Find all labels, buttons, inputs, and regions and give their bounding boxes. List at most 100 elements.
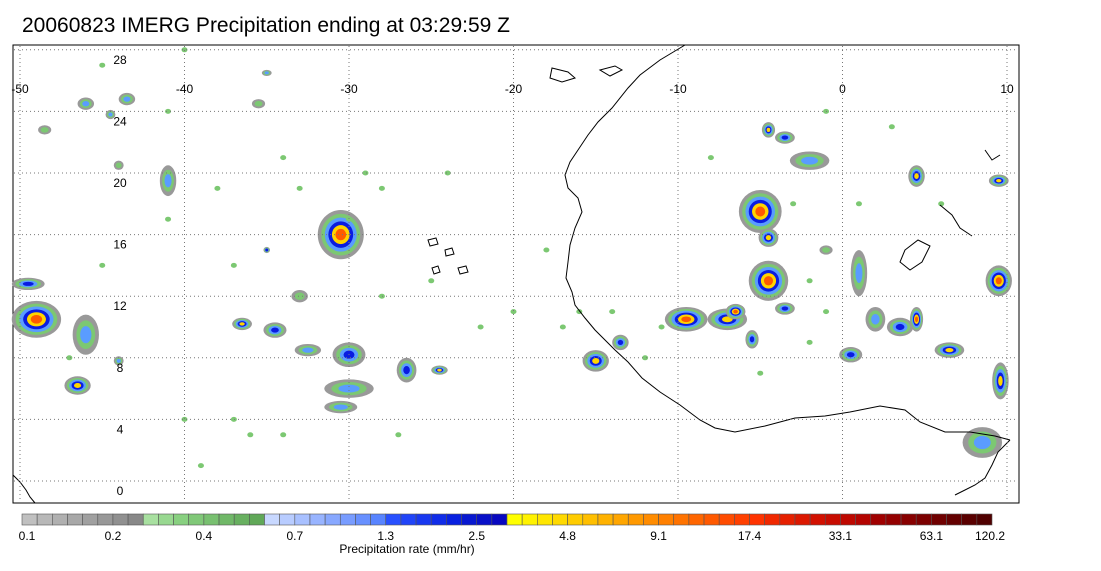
- colorbar-box: [915, 513, 932, 526]
- precip-speck: [823, 309, 830, 315]
- lon-tick-label: 0: [839, 82, 846, 96]
- colorbar-box: [900, 513, 917, 526]
- precip-cell: [271, 327, 279, 333]
- precip-speck: [247, 432, 254, 438]
- precip-speck: [280, 432, 287, 438]
- colorbar-box: [688, 513, 705, 526]
- precip-cell: [755, 206, 766, 217]
- precip-speck: [99, 62, 106, 68]
- colorbar-box: [931, 513, 947, 526]
- colorbar-tick-label: 0.2: [105, 529, 122, 543]
- lat-tick-label: 0: [117, 484, 124, 498]
- colorbar-box: [36, 513, 53, 526]
- precip-cell: [22, 281, 34, 286]
- precip-speck: [378, 293, 385, 299]
- lat-tick-label: 12: [113, 299, 127, 313]
- precip-cell: [294, 292, 305, 300]
- colorbar-box: [400, 513, 417, 526]
- colorbar-box: [339, 513, 356, 526]
- precip-speck: [888, 124, 895, 130]
- colorbar-box: [870, 513, 887, 526]
- colorbar-box: [279, 513, 296, 526]
- colorbar-box: [385, 513, 402, 526]
- precip-cell: [123, 96, 131, 102]
- colorbar-box: [946, 513, 962, 526]
- precip-cell: [30, 315, 43, 324]
- colorbar-tick-label: 4.8: [559, 529, 576, 543]
- colorbar-box: [703, 513, 720, 526]
- precip-speck: [181, 47, 188, 53]
- lon-tick-label: -10: [669, 82, 687, 96]
- colorbar-box: [188, 513, 205, 526]
- precip-cell: [239, 322, 245, 326]
- precip-speck: [707, 155, 714, 161]
- colorbar-tick-label: 17.4: [738, 529, 762, 543]
- colorbar-box: [461, 513, 477, 526]
- colorbar-box: [612, 513, 629, 526]
- precip-cell: [40, 127, 49, 133]
- precip-speck: [658, 324, 665, 330]
- colorbar-box: [370, 513, 387, 526]
- precip-cell: [998, 375, 1003, 386]
- precip-cell: [781, 135, 789, 140]
- colorbar-boxes: [21, 513, 993, 526]
- precip-cell: [437, 368, 442, 372]
- precip-cell: [945, 348, 954, 353]
- colorbar-box: [734, 513, 750, 526]
- precip-speck: [395, 432, 402, 438]
- colorbar-tick-label: 9.1: [650, 529, 667, 543]
- colorbar-label: Precipitation rate (mm/hr): [339, 542, 474, 556]
- colorbar-box: [82, 513, 99, 526]
- precip-cell: [302, 347, 314, 353]
- precip-cell: [108, 112, 113, 117]
- precip-speck: [609, 309, 616, 315]
- gulf-coast: [954, 439, 1011, 496]
- colorbar-box: [552, 513, 568, 526]
- precip-speck: [165, 108, 172, 114]
- precip-cell: [996, 179, 1002, 183]
- colorbar-box: [203, 513, 220, 526]
- precip-cell: [681, 316, 692, 323]
- precip-speck: [855, 201, 862, 207]
- lon-tick-label: 10: [1000, 82, 1014, 96]
- precip-cell: [164, 174, 172, 188]
- precip-cell: [265, 248, 269, 252]
- precip-speck: [559, 324, 566, 330]
- precip-speck: [510, 309, 517, 315]
- colorbar-box: [218, 513, 235, 526]
- precip-speck: [378, 185, 385, 191]
- precip-cell: [822, 247, 830, 253]
- precip-cell: [115, 162, 122, 169]
- precip-cell: [995, 277, 1002, 285]
- grid-layer: [14, 46, 1018, 502]
- precip-speck: [444, 170, 451, 176]
- colorbar-box: [643, 513, 659, 526]
- precip-cell: [914, 173, 919, 180]
- colorbar-tick-label: 1.3: [377, 529, 394, 543]
- precip-cell: [73, 383, 82, 389]
- colorbar-box: [673, 513, 690, 526]
- colorbar-box: [476, 513, 493, 526]
- precip-speck: [938, 201, 945, 207]
- precip-cell: [80, 326, 92, 344]
- colorbar-box: [249, 513, 265, 526]
- colorbar-tick-label: 0.4: [196, 529, 213, 543]
- colorbar-box: [658, 513, 675, 526]
- colorbar-box: [415, 513, 432, 526]
- colorbar-tick-labels: 0.1 0.2 0.4 0.7 1.3 2.5 4.8 9.1 17.4 33.1 63.1 120.…: [19, 529, 1006, 543]
- precip-cell: [763, 276, 774, 286]
- colorbar-box: [627, 513, 644, 526]
- colorbar-box: [779, 513, 796, 526]
- lat-tick-label: 28: [113, 53, 127, 67]
- colorbar-box: [855, 513, 872, 526]
- precip-cell: [82, 101, 90, 107]
- tick-labels: -50 -40 -30 -20 -10 0 10 0 4 8 12 16 20 24 28: [11, 53, 1014, 498]
- colorbar-box: [749, 513, 765, 526]
- precip-speck: [230, 416, 237, 422]
- precip-cell: [592, 357, 600, 364]
- colorbar-box: [506, 513, 523, 526]
- colorbar-box: [97, 513, 114, 526]
- precip-cell: [871, 314, 880, 325]
- map-title: 20060823 IMERG Precipitation ending at 0…: [22, 14, 510, 37]
